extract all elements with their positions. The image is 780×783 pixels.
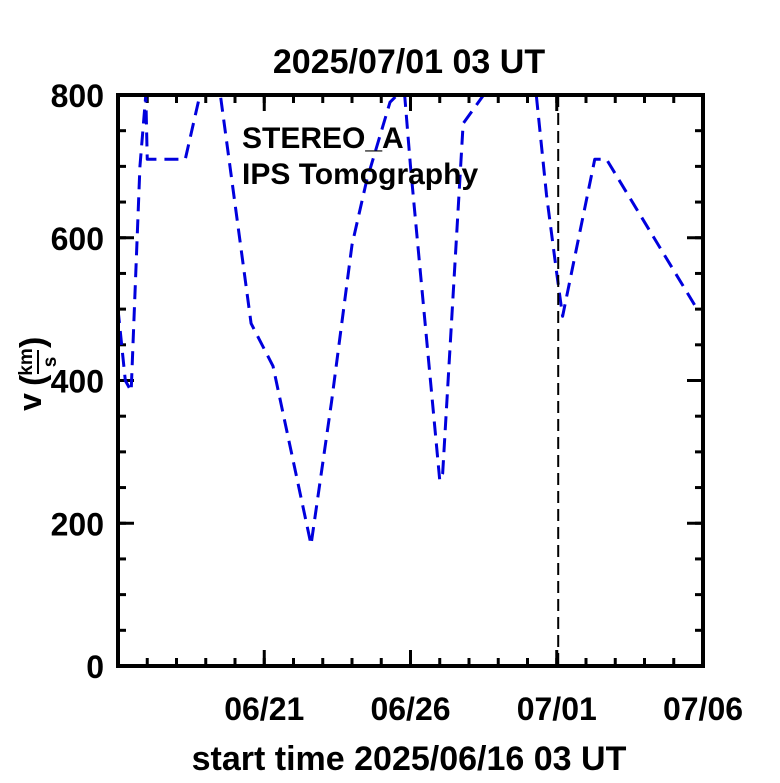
data-point xyxy=(605,158,608,161)
data-point xyxy=(389,101,392,104)
data-point xyxy=(696,308,699,311)
data-point xyxy=(441,472,444,475)
data-point xyxy=(462,122,465,125)
data-point xyxy=(184,158,187,161)
x-tick-label: 06/26 xyxy=(370,691,450,727)
data-point xyxy=(250,322,253,325)
y-tick-label: 0 xyxy=(86,649,104,685)
velocity-chart: 2025/07/01 03 UT 0200400600800 06/21 06/2… xyxy=(0,0,780,783)
y-tick-label: 600 xyxy=(51,221,104,257)
x-axis-label: start time 2025/06/16 03 UT xyxy=(192,740,627,778)
data-point xyxy=(593,158,596,161)
x-tick-label: 06/21 xyxy=(224,691,304,727)
data-point xyxy=(545,193,548,196)
data-point xyxy=(555,272,558,275)
data-point xyxy=(330,400,333,403)
legend: STEREO_A IPS Tomography xyxy=(242,122,478,191)
data-point xyxy=(561,315,564,318)
x-tick-label: 07/01 xyxy=(517,691,597,727)
y-tick-labels: 0 200 400 600 800 xyxy=(51,78,104,685)
data-point xyxy=(138,165,141,168)
y-tick-label: 400 xyxy=(51,364,104,400)
x-tick-label: 07/06 xyxy=(663,691,743,727)
y-axis-unit-denominator: s xyxy=(40,357,61,368)
legend-line-satellite: STEREO_A xyxy=(242,122,404,155)
data-point xyxy=(124,379,127,382)
data-point xyxy=(130,390,133,393)
x-tick-labels: 06/21 06/26 07/01 07/06 xyxy=(224,691,743,727)
data-point xyxy=(310,543,313,546)
legend-line-method: IPS Tomography xyxy=(242,158,478,191)
data-point xyxy=(146,158,149,161)
data-point xyxy=(351,243,354,246)
y-tick-label: 200 xyxy=(51,506,104,542)
y-axis-var: v xyxy=(12,393,48,411)
data-point xyxy=(438,479,441,482)
chart-title: 2025/07/01 03 UT xyxy=(273,43,545,81)
y-tick-label: 800 xyxy=(51,78,104,114)
y-axis-paren-close: ) xyxy=(14,337,52,348)
y-axis-unit-numerator: km xyxy=(16,348,37,375)
data-point xyxy=(272,365,275,368)
data-point xyxy=(166,158,169,161)
